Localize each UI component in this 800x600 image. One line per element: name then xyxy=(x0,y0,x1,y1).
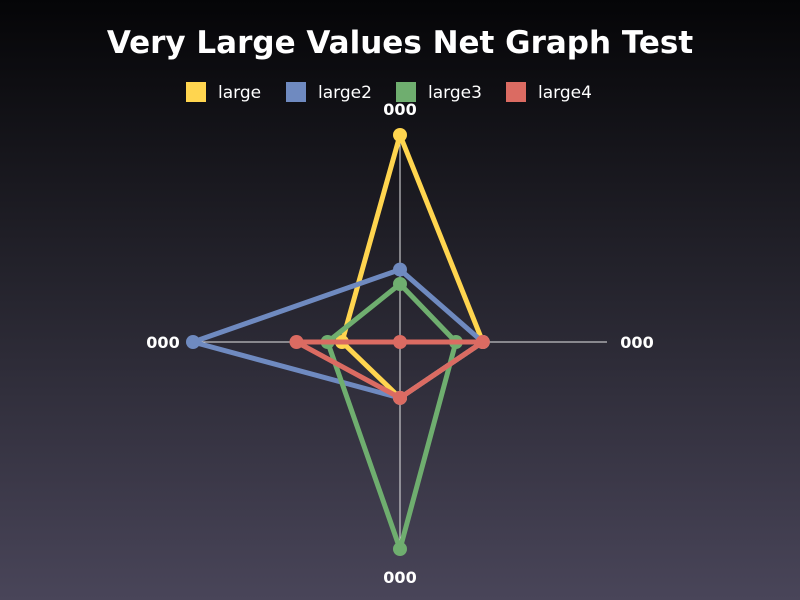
series-large xyxy=(335,128,490,405)
axis-label-3: 000 xyxy=(146,333,179,352)
legend-item-large[interactable]: large xyxy=(186,82,261,103)
series-large4 xyxy=(289,335,490,405)
series-layer xyxy=(186,128,490,556)
legend-label: large xyxy=(218,83,261,103)
data-point-large2-3[interactable] xyxy=(186,335,200,349)
axis-label-0: 000 xyxy=(383,100,416,119)
legend-swatch xyxy=(506,82,526,102)
legend-item-large2[interactable]: large2 xyxy=(286,82,372,103)
series-large3 xyxy=(320,277,463,556)
data-point-large4-1[interactable] xyxy=(475,335,490,349)
data-point-large4-2[interactable] xyxy=(393,390,407,405)
data-point-large2-0[interactable] xyxy=(393,262,407,277)
data-point-large-0[interactable] xyxy=(393,128,407,142)
data-point-large3-2[interactable] xyxy=(393,542,407,556)
legend-label: large4 xyxy=(538,83,592,103)
legend-swatch xyxy=(396,82,416,102)
axis-label-1: 000 xyxy=(620,333,653,352)
legend-label: large3 xyxy=(428,83,482,103)
data-point-large3-0[interactable] xyxy=(393,277,407,291)
axis-labels: 000 000 000 000 xyxy=(146,100,653,587)
legend-label: large2 xyxy=(318,83,372,103)
legend-item-large3[interactable]: large3 xyxy=(396,82,482,103)
legend-item-large4[interactable]: large4 xyxy=(506,82,592,103)
data-point-large4-3[interactable] xyxy=(289,335,304,349)
data-point-large4-0[interactable] xyxy=(393,335,407,349)
legend-swatch xyxy=(286,82,306,102)
series-line-large3 xyxy=(325,281,459,552)
chart-title: Very Large Values Net Graph Test xyxy=(107,25,694,61)
axis-label-2: 000 xyxy=(383,568,416,587)
legend-swatch xyxy=(186,82,206,102)
legend: large large2 large3 large4 xyxy=(186,82,592,103)
